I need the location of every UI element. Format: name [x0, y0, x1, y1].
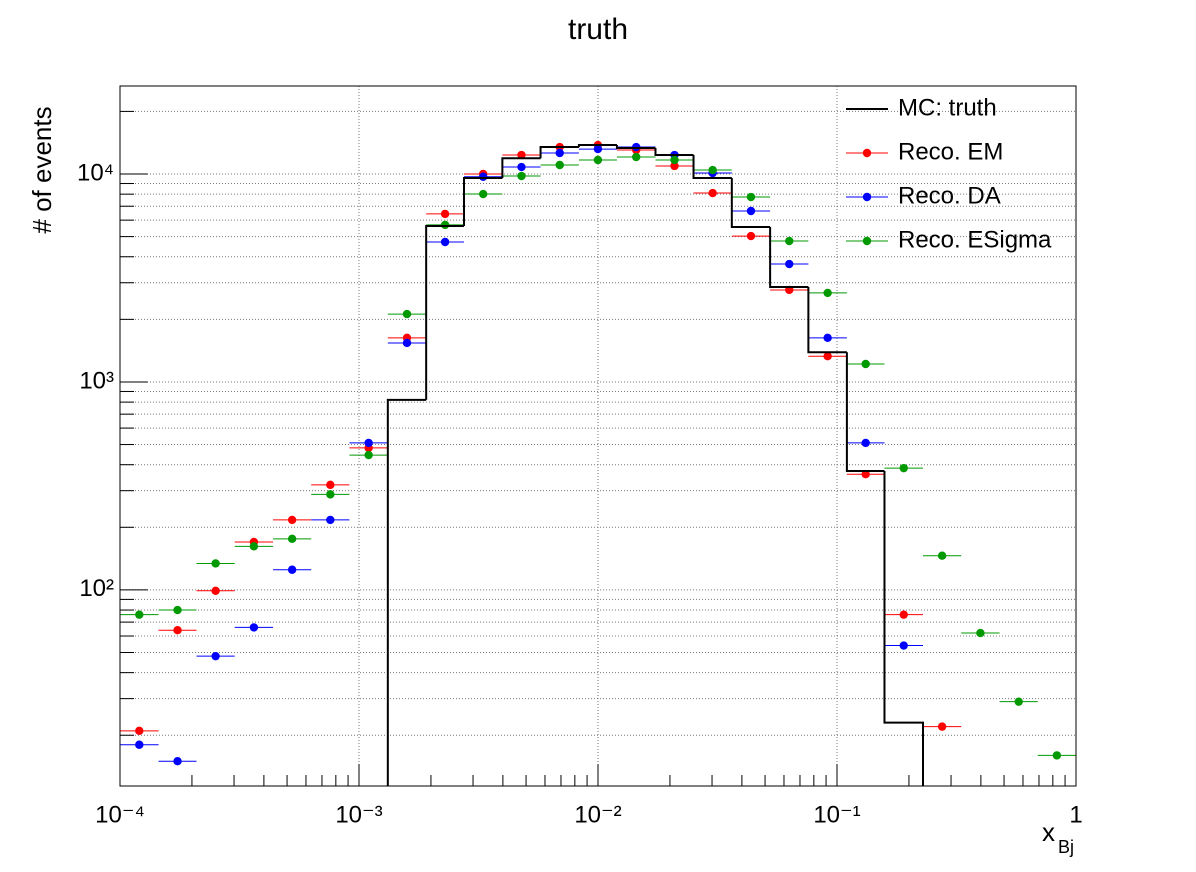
- data-point: [632, 152, 641, 162]
- data-point: [287, 534, 297, 544]
- data-point: [364, 438, 373, 448]
- data-point: [249, 542, 259, 551]
- y-tick-label: 10⁴: [77, 159, 114, 186]
- data-point: [785, 236, 794, 246]
- legend-marker: [862, 236, 872, 246]
- x-axis-title-subscript: Bj: [1058, 837, 1074, 857]
- data-point: [478, 189, 488, 199]
- data-point: [173, 605, 182, 615]
- legend-marker: [862, 192, 872, 202]
- data-point: [785, 259, 794, 269]
- data-point: [823, 288, 832, 298]
- data-point: [899, 463, 908, 473]
- data-point: [823, 333, 832, 343]
- data-point: [899, 641, 908, 650]
- data-point: [478, 172, 488, 181]
- hist-step: [425, 225, 465, 400]
- legend-label: Reco. DA: [898, 182, 1001, 209]
- data-point: [937, 722, 947, 731]
- hist-step: [845, 352, 885, 473]
- hist-step: [501, 157, 541, 178]
- data-point: [173, 625, 182, 635]
- hist-step: [577, 144, 617, 148]
- data-point: [326, 515, 335, 525]
- data-point: [746, 231, 756, 241]
- legend-label: Reco. ESigma: [898, 226, 1052, 253]
- x-tick-label: 10⁻³: [335, 801, 382, 828]
- data-point: [746, 206, 756, 216]
- data-point: [746, 192, 756, 202]
- data-point: [1014, 697, 1023, 706]
- data-point: [517, 171, 526, 181]
- data-point: [249, 623, 259, 632]
- data-point: [708, 165, 717, 175]
- data-point: [555, 160, 564, 170]
- x-tick-label: 1: [1069, 801, 1082, 828]
- data-point: [326, 490, 335, 499]
- data-point: [211, 651, 220, 661]
- data-point: [670, 155, 679, 165]
- hist-step: [539, 146, 579, 159]
- x-tick-label: 10⁻¹: [813, 801, 860, 828]
- data-point: [135, 726, 144, 736]
- data-point: [1052, 751, 1062, 760]
- data-point: [287, 515, 297, 525]
- plot-frame: [119, 85, 1077, 787]
- data-point: [708, 188, 717, 198]
- y-axis-title: # of events: [27, 106, 57, 233]
- data-point: [326, 480, 335, 490]
- data-point: [173, 757, 182, 766]
- data-point: [670, 161, 679, 171]
- y-tick-label: 10³: [79, 367, 114, 394]
- hist-step: [807, 287, 847, 354]
- hist-step: [769, 227, 809, 289]
- data-point: [555, 148, 564, 158]
- hist-step: [692, 155, 732, 179]
- data-point: [976, 628, 985, 638]
- data-point: [899, 610, 908, 619]
- legend-marker: [862, 148, 872, 158]
- chart-title: truth: [568, 13, 628, 46]
- hist-step: [730, 177, 771, 229]
- data-point: [823, 351, 832, 361]
- legend-label: Reco. EM: [898, 138, 1003, 165]
- legend-label: MC: truth: [898, 94, 997, 121]
- data-point: [517, 162, 526, 172]
- data-point: [440, 237, 450, 247]
- data-point: [593, 155, 603, 165]
- hist-step: [615, 145, 656, 150]
- hist-step: [654, 148, 694, 157]
- data-point: [211, 559, 220, 568]
- hist-step: [883, 471, 925, 786]
- data-point: [440, 209, 450, 219]
- data-point: [402, 338, 412, 348]
- data-point: [861, 470, 870, 479]
- data-point: [135, 740, 144, 749]
- x-tick-label: 10⁻⁴: [95, 801, 145, 828]
- data-point: [211, 586, 220, 595]
- x-axis-title: x: [1042, 817, 1055, 847]
- data-point: [861, 438, 870, 448]
- data-point: [593, 144, 603, 154]
- data-point: [517, 150, 526, 160]
- data-point: [937, 551, 947, 560]
- data-point: [632, 142, 641, 152]
- data-point: [861, 359, 870, 369]
- data-point: [440, 220, 450, 230]
- hist-step: [386, 398, 427, 786]
- data-point: [287, 565, 297, 574]
- plot-area: [120, 140, 1076, 786]
- data-point: [402, 309, 412, 319]
- y-tick-label: 10²: [79, 575, 114, 602]
- data-point: [135, 610, 144, 619]
- hist-step: [463, 176, 503, 227]
- x-tick-label: 10⁻²: [574, 801, 621, 828]
- data-point: [364, 450, 373, 460]
